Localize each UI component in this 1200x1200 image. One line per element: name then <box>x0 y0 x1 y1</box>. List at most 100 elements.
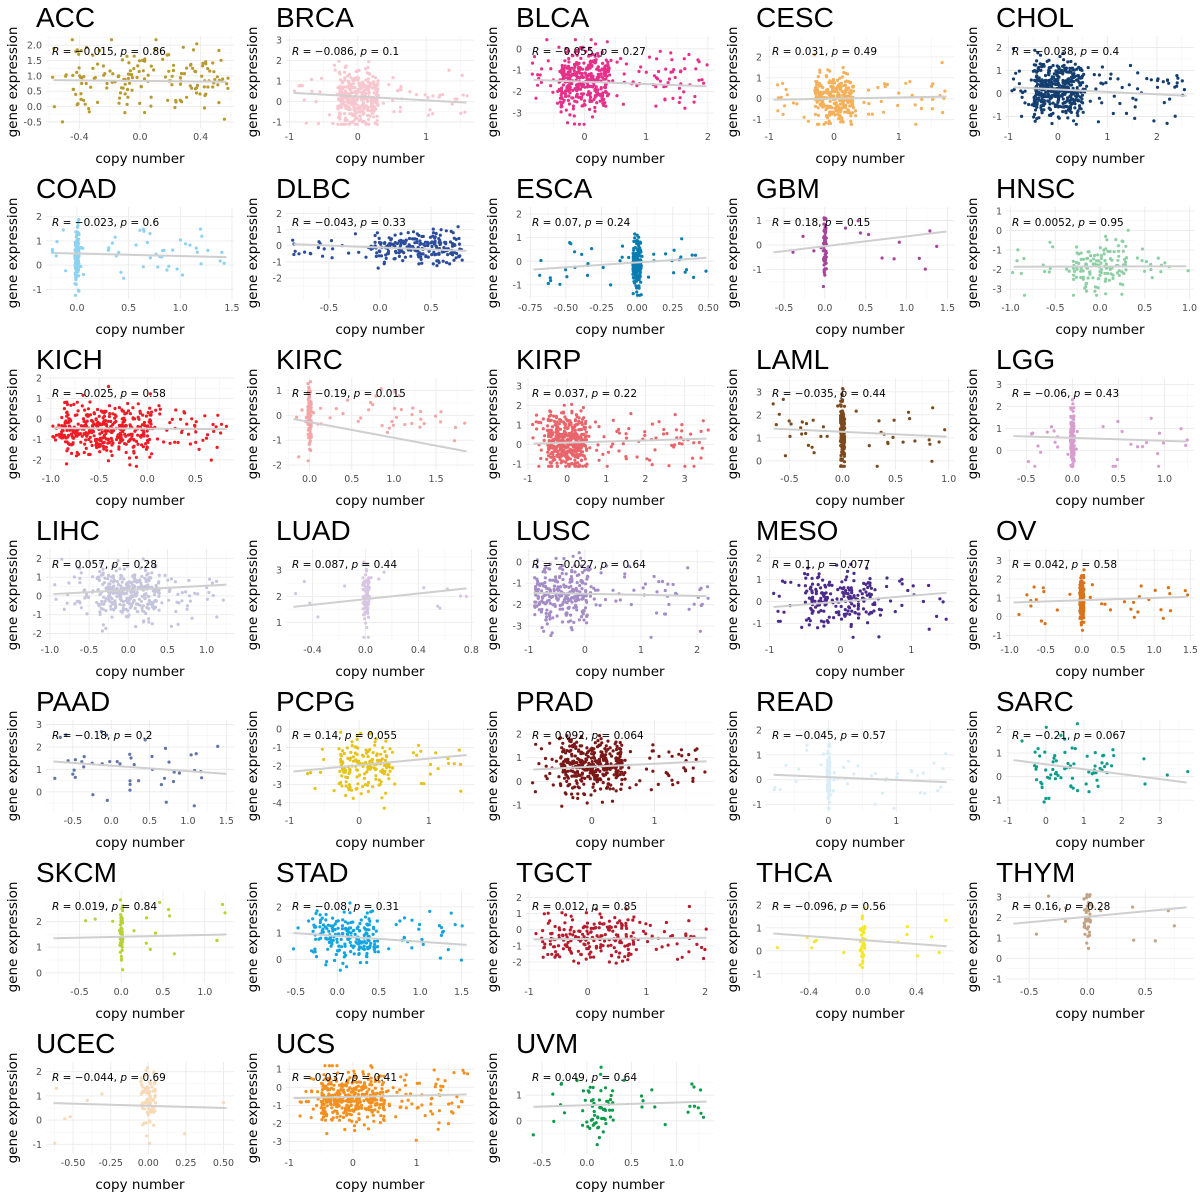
data-point <box>679 69 683 73</box>
data-point <box>101 567 105 571</box>
data-point <box>551 446 555 450</box>
data-point <box>885 82 889 87</box>
data-point <box>353 110 357 114</box>
data-point <box>339 122 344 126</box>
data-point <box>849 119 853 123</box>
data-point <box>410 413 414 417</box>
data-point <box>150 603 155 607</box>
panel-lgg: -0.5 0.0 0.5 1.0 0 1 2 3 copy number gene express… <box>960 342 1200 513</box>
data-point <box>393 390 397 394</box>
data-point <box>806 443 810 447</box>
data-point <box>88 413 92 417</box>
data-point <box>1129 442 1133 446</box>
y-tick-label: 0 <box>276 97 282 108</box>
data-point <box>87 110 91 114</box>
data-point <box>86 407 91 411</box>
data-point <box>211 422 215 427</box>
data-point <box>1032 115 1036 119</box>
data-point <box>57 423 61 427</box>
data-point <box>79 92 83 96</box>
data-point <box>308 399 312 403</box>
y-tick-label: -1 <box>513 460 522 471</box>
data-point <box>74 267 78 271</box>
data-point <box>83 102 87 106</box>
data-point <box>118 567 122 571</box>
data-point <box>1056 78 1060 82</box>
x-axis-label: copy number <box>95 664 185 680</box>
data-point <box>1120 85 1124 90</box>
data-point <box>839 458 843 462</box>
data-point <box>339 105 344 109</box>
data-point <box>76 259 81 263</box>
data-point <box>1091 276 1095 280</box>
data-point <box>106 429 110 433</box>
data-point <box>153 565 157 569</box>
data-point <box>124 450 128 455</box>
data-point <box>143 568 148 572</box>
data-point <box>576 435 580 439</box>
data-point <box>927 438 931 442</box>
data-point <box>330 256 334 260</box>
data-point <box>411 406 415 410</box>
data-point <box>1071 293 1076 297</box>
data-point <box>134 464 138 468</box>
data-point <box>1019 271 1023 275</box>
data-point <box>1067 77 1071 81</box>
data-point <box>149 576 153 580</box>
data-point <box>385 430 389 434</box>
x-axis-label: copy number <box>1055 322 1145 338</box>
x-axis-label: copy number <box>575 322 665 338</box>
panel-title: LGG <box>996 344 1055 375</box>
data-point <box>346 107 351 112</box>
data-point <box>336 104 340 108</box>
data-point <box>577 419 581 423</box>
data-point <box>624 457 628 461</box>
data-point <box>566 449 570 453</box>
data-point <box>823 225 827 230</box>
data-point <box>417 233 421 237</box>
y-tick-label: 2 <box>756 410 762 421</box>
data-point <box>841 421 845 425</box>
data-point <box>576 448 581 453</box>
y-tick-label: 0 <box>516 44 522 55</box>
data-point <box>576 65 581 70</box>
data-point <box>615 94 619 98</box>
data-point <box>841 105 845 109</box>
data-point <box>620 255 624 259</box>
data-point <box>854 114 858 118</box>
data-point <box>849 89 853 93</box>
data-point <box>825 434 829 438</box>
data-point <box>1136 71 1140 75</box>
data-point <box>1135 256 1139 260</box>
data-point <box>374 107 378 111</box>
data-point <box>361 80 365 85</box>
data-point <box>180 430 184 434</box>
x-tick-label: 0.0 <box>835 474 850 485</box>
data-point <box>573 250 577 254</box>
data-point <box>571 104 576 108</box>
data-point <box>1099 261 1103 265</box>
data-point <box>564 46 568 51</box>
data-point <box>580 104 584 108</box>
data-point <box>1156 256 1160 260</box>
data-point <box>585 273 590 277</box>
correlation-annotation: R = −0.035, p = 0.44 <box>772 388 886 400</box>
data-point <box>422 422 426 426</box>
data-point <box>100 599 104 603</box>
data-point <box>636 265 640 269</box>
data-point <box>366 77 370 81</box>
data-point <box>218 259 222 263</box>
data-point <box>1099 254 1104 258</box>
data-point <box>1033 119 1037 123</box>
data-point <box>821 425 825 429</box>
data-point <box>571 96 575 100</box>
data-point <box>169 577 174 581</box>
data-point <box>397 394 401 398</box>
data-point <box>558 435 562 439</box>
data-point <box>454 256 458 260</box>
data-point <box>141 265 145 269</box>
data-point <box>1040 92 1044 96</box>
data-point <box>1053 103 1057 107</box>
data-point <box>870 112 874 116</box>
data-point <box>434 414 438 418</box>
